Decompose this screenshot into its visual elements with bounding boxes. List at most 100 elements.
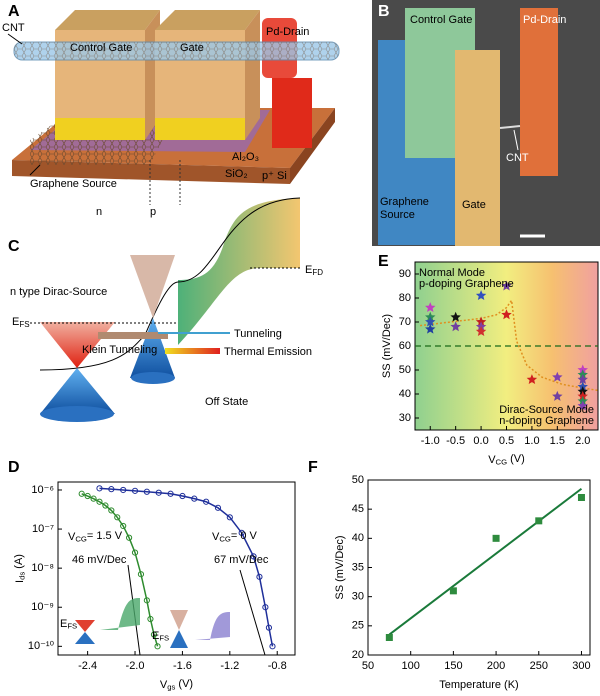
data-point bbox=[425, 323, 436, 334]
x-tick-label: 200 bbox=[487, 660, 505, 672]
data-point bbox=[102, 502, 109, 509]
panel-letter: A bbox=[8, 3, 20, 20]
data-point bbox=[385, 634, 393, 641]
label: CNT bbox=[506, 152, 529, 164]
cone bbox=[130, 318, 175, 378]
annotation-rest: = 0 V bbox=[231, 530, 258, 542]
annotation: 67 mV/Dec bbox=[214, 554, 269, 566]
annotation: 46 mV/Dec bbox=[72, 554, 127, 566]
control-gate-top bbox=[55, 10, 160, 30]
data-point bbox=[256, 573, 263, 580]
data-point bbox=[492, 534, 500, 542]
label: Gate bbox=[180, 42, 204, 54]
data-point bbox=[78, 490, 85, 497]
device-schematic: Control Gate Gate Pd-Drain CNT Graphene … bbox=[2, 3, 340, 218]
label: Control Gate bbox=[410, 14, 472, 26]
data-point bbox=[179, 492, 186, 500]
data-point bbox=[577, 494, 585, 501]
y-tick-label: 40 bbox=[352, 532, 364, 544]
data-point bbox=[449, 587, 457, 595]
inset-label: EFS bbox=[60, 618, 77, 630]
y-tick-label: 35 bbox=[352, 561, 364, 573]
thermal-arrow bbox=[165, 348, 220, 354]
x-tick-label: 0.0 bbox=[473, 435, 488, 447]
data-point bbox=[535, 517, 543, 525]
data-point bbox=[131, 549, 139, 556]
label: Klein Tunneling bbox=[82, 344, 157, 356]
panel-letter: B bbox=[378, 3, 390, 20]
x-tick-label: -1.0 bbox=[421, 435, 440, 447]
label: EFS bbox=[12, 316, 30, 329]
data-point bbox=[214, 504, 222, 511]
cone bbox=[40, 322, 115, 368]
x-tick-label: -0.8 bbox=[268, 660, 287, 672]
label: Pd-Drain bbox=[523, 14, 566, 26]
y-tick-label: 60 bbox=[399, 340, 411, 352]
data-point bbox=[96, 485, 103, 492]
x-tick-label: 0.5 bbox=[499, 435, 514, 447]
x-tick-label: 150 bbox=[444, 660, 462, 672]
label: Off State bbox=[205, 396, 248, 408]
panel-letter: F bbox=[308, 459, 318, 476]
inset-label-sub: FS bbox=[67, 621, 77, 630]
annotation: Normal Mode bbox=[419, 267, 485, 279]
gate-top bbox=[155, 10, 260, 30]
inset-label-main: E bbox=[152, 630, 159, 642]
x-tick-label: -1.2 bbox=[220, 660, 239, 672]
plot-frame bbox=[57, 481, 296, 656]
data-point bbox=[425, 316, 436, 327]
y-tick-label: 70 bbox=[399, 316, 411, 328]
cone bbox=[40, 368, 115, 414]
data-point bbox=[203, 498, 210, 505]
inset-label-sub: FS bbox=[159, 633, 169, 642]
data-point bbox=[262, 604, 269, 611]
x-tick-label: -0.5 bbox=[446, 435, 465, 447]
x-axis-label-rest: (V) bbox=[507, 453, 525, 465]
x-axis-label: VCG (V) bbox=[488, 453, 525, 466]
label: Control Gate bbox=[70, 42, 132, 54]
y-axis-label-sub: ds bbox=[17, 572, 26, 580]
y-tick-label: 40 bbox=[399, 388, 411, 400]
data-point bbox=[475, 326, 487, 337]
data-point bbox=[450, 311, 461, 322]
data-point bbox=[108, 486, 115, 493]
data-point bbox=[84, 492, 91, 500]
label: n type Dirac-Source bbox=[10, 286, 107, 298]
data-point bbox=[143, 597, 150, 604]
data-point bbox=[577, 400, 588, 411]
data-point bbox=[150, 631, 158, 638]
panel-letter: E bbox=[378, 253, 389, 270]
data-point bbox=[126, 534, 133, 541]
data-point bbox=[143, 488, 150, 495]
cnt bbox=[499, 125, 521, 129]
band-edge bbox=[177, 197, 301, 283]
data-point bbox=[475, 290, 487, 301]
y-tick-label: 10⁻⁸ bbox=[31, 562, 54, 574]
y-tick-label: 45 bbox=[352, 503, 364, 515]
x-axis-label: Vgs (V) bbox=[160, 678, 193, 691]
cnt-lattice bbox=[14, 42, 339, 60]
data-point bbox=[526, 374, 538, 385]
inset-label: EFS bbox=[152, 630, 169, 642]
label: Graphene Source bbox=[30, 178, 117, 190]
y-tick-label: 25 bbox=[352, 620, 364, 632]
d-insets: D E F bbox=[8, 253, 389, 656]
inset-label-main: E bbox=[60, 618, 67, 630]
substrate-side bbox=[290, 108, 335, 184]
x-tick-label: -2.4 bbox=[78, 660, 97, 672]
sem-image: Control Gate Pd-Drain CNT Graphene Sourc… bbox=[372, 0, 600, 246]
slope-line bbox=[239, 569, 266, 656]
inset-cone bbox=[75, 632, 95, 644]
y-tick-label: 10⁻⁹ bbox=[31, 601, 54, 613]
label: Pd-Drain bbox=[266, 26, 309, 38]
inset-barrier bbox=[100, 598, 140, 630]
x-tick-label: 100 bbox=[402, 660, 420, 672]
x-tick-label: 50 bbox=[362, 660, 374, 672]
data-point bbox=[155, 489, 162, 496]
data-point bbox=[425, 302, 436, 313]
y-tick-label: 80 bbox=[399, 292, 411, 304]
data-point bbox=[226, 514, 233, 521]
label: Graphene bbox=[380, 196, 429, 208]
cone bbox=[130, 255, 175, 318]
x-axis-label-rest: (V) bbox=[175, 678, 193, 690]
